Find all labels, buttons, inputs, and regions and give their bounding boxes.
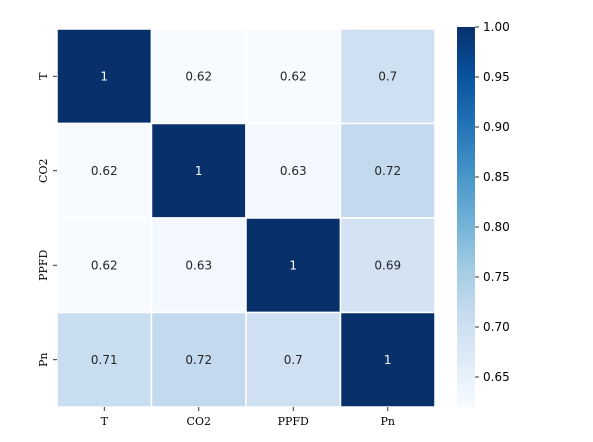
- x-tick-label: Pn: [381, 415, 396, 428]
- cell-label: 1: [195, 164, 203, 178]
- cell-label: 1: [289, 258, 297, 272]
- cell-label: 0.62: [91, 164, 118, 178]
- cell-label: 0.63: [185, 258, 212, 272]
- cell-label: 0.62: [280, 69, 307, 83]
- colorbar-tick-label: 0.95: [483, 70, 510, 84]
- heatmap-cell-pn-co2: [150, 311, 247, 408]
- cell-label: 0.69: [374, 258, 401, 272]
- y-tick-label: PPFD: [37, 249, 50, 280]
- colorbar-tick-label: 0.85: [483, 170, 510, 184]
- colorbar-ticks: 0.65 0.70 0.75 0.80 0.85 0.90 0.95 1.00: [475, 20, 510, 384]
- heatmap-cell-labels: 1 0.62 0.62 0.7 0.62 1 0.63 0.72 0.62 0.63 1 0.69 0.…: [91, 69, 401, 367]
- heatmap-cells: [56, 28, 436, 408]
- colorbar-tick-label: 0.80: [483, 220, 510, 234]
- colorbar-tick-label: 0.70: [483, 320, 510, 334]
- cell-label: 0.62: [91, 258, 118, 272]
- colorbar-tick-label: 0.90: [483, 120, 510, 134]
- heatmap-cell-pn-pn: [339, 311, 436, 408]
- cell-label: 0.71: [91, 353, 118, 367]
- y-tick-label: CO2: [37, 159, 50, 183]
- heatmap-cell-t-ppfd: [245, 28, 342, 125]
- y-tick-label: T: [37, 72, 50, 80]
- cell-label: 1: [100, 69, 108, 83]
- x-tick-label: T: [101, 415, 109, 428]
- heatmap-cell-co2-pn: [339, 122, 436, 219]
- heatmap-cell-ppfd-pn: [339, 217, 436, 314]
- x-tick-label: CO2: [187, 415, 211, 428]
- cell-label: 0.7: [284, 353, 303, 367]
- colorbar: 0.65 0.70 0.75 0.80 0.85 0.90 0.95 1.00: [457, 20, 510, 407]
- heatmap-cell-co2-co2: [150, 122, 247, 219]
- cell-label: 0.72: [374, 164, 401, 178]
- colorbar-tick-label: 0.75: [483, 270, 510, 284]
- colorbar-tick-label: 0.65: [483, 370, 510, 384]
- colorbar-tick-label: 1.00: [483, 20, 510, 34]
- heatmap-cell-ppfd-co2: [150, 217, 247, 314]
- cell-label: 1: [384, 353, 392, 367]
- y-tick-label: Pn: [37, 353, 50, 368]
- cell-label: 0.63: [280, 164, 307, 178]
- cell-label: 0.72: [185, 353, 212, 367]
- cell-label: 0.7: [378, 69, 397, 83]
- heatmap-cell-t-t: [56, 28, 153, 125]
- heatmap-cell-t-pn: [339, 28, 436, 125]
- y-axis-ticks: T CO2 PPFD Pn: [37, 72, 57, 367]
- colorbar-gradient: [457, 27, 475, 407]
- x-tick-label: PPFD: [278, 415, 309, 428]
- x-axis-ticks: T CO2 PPFD Pn: [101, 407, 395, 428]
- heatmap-cell-t-co2: [150, 28, 247, 125]
- cell-label: 0.62: [185, 69, 212, 83]
